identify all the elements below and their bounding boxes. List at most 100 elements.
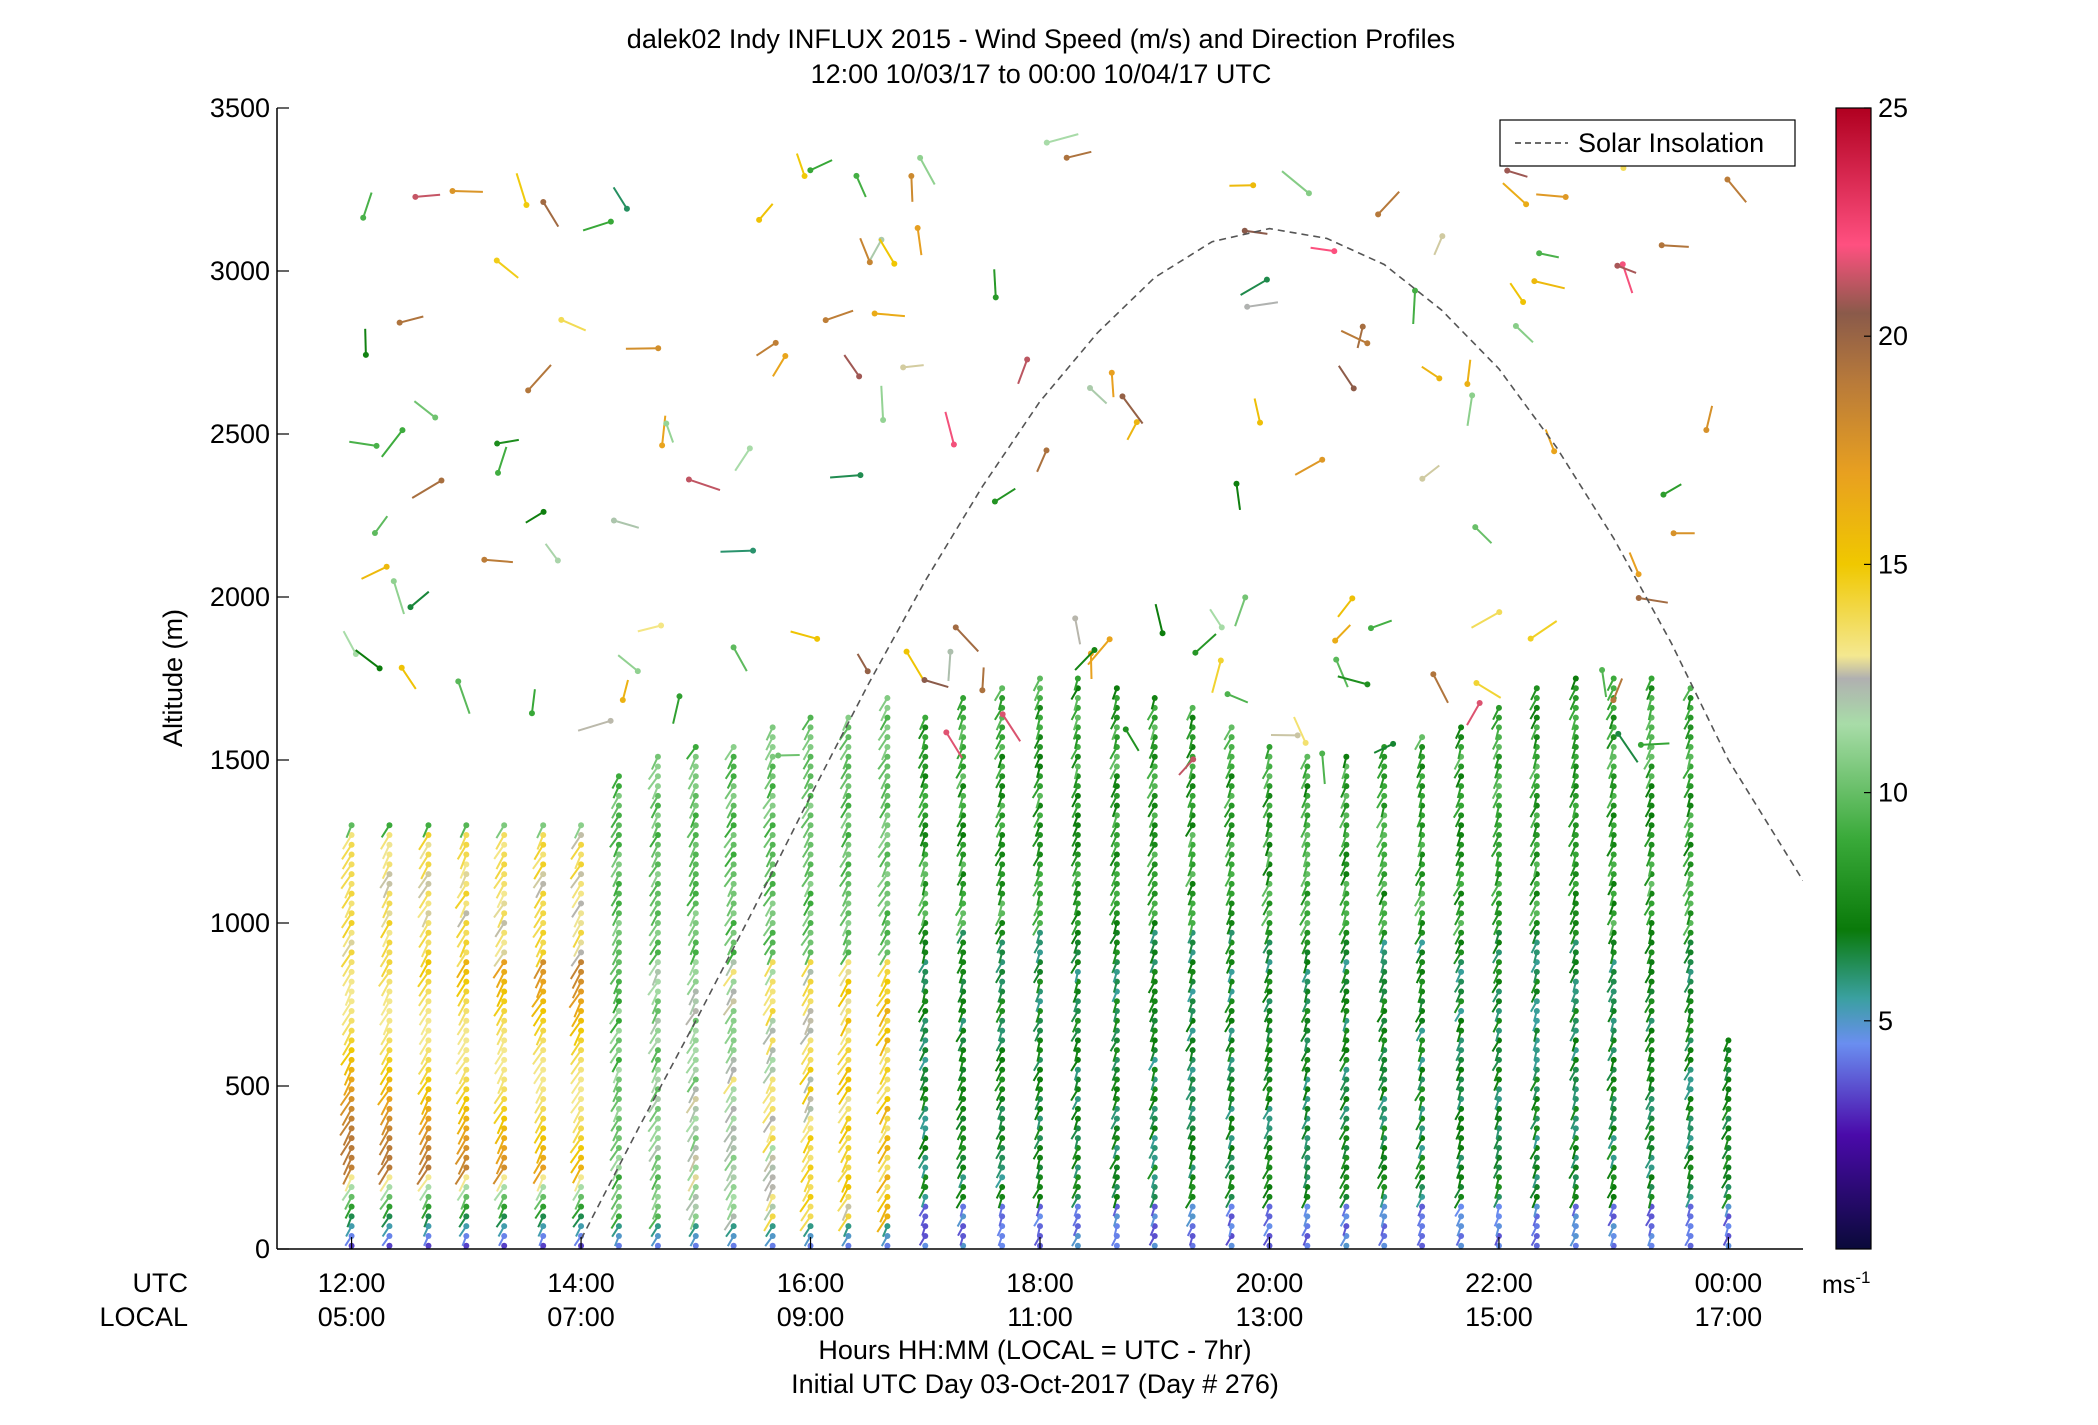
wind-point xyxy=(999,1076,1006,1083)
x-tick-label-utc: 12:00 xyxy=(318,1268,386,1298)
wind-point xyxy=(1533,1105,1540,1112)
wind-point xyxy=(386,1096,393,1103)
wind-point xyxy=(1458,841,1465,848)
wind-point xyxy=(501,1008,508,1015)
wind-point xyxy=(692,939,699,946)
wind-arrow xyxy=(880,385,885,420)
wind-arrow xyxy=(910,175,914,202)
wind-point xyxy=(1228,1135,1235,1142)
wind-point xyxy=(654,1115,661,1122)
wind-point xyxy=(807,1066,814,1073)
wind-point xyxy=(960,1105,967,1112)
wind-point xyxy=(999,724,1006,731)
wind-point xyxy=(1419,1242,1426,1249)
wind-point xyxy=(501,998,508,1005)
wind-arrow xyxy=(1178,758,1194,776)
wind-point xyxy=(1458,988,1465,995)
wind-point xyxy=(615,1213,622,1220)
wind-arrow xyxy=(542,201,560,228)
wind-point xyxy=(884,988,891,995)
wind-point xyxy=(692,753,699,760)
wind-point xyxy=(495,469,502,476)
wind-point xyxy=(1304,939,1311,946)
wind-point xyxy=(1648,1164,1655,1171)
wind-point xyxy=(730,998,737,1005)
wind-point xyxy=(1533,1223,1540,1230)
wind-point xyxy=(1610,1144,1617,1151)
wind-point xyxy=(1113,753,1120,760)
wind-arrow xyxy=(1281,170,1310,195)
wind-point xyxy=(1228,802,1235,809)
wind-point xyxy=(1381,792,1388,799)
wind-point xyxy=(807,1193,814,1200)
wind-point xyxy=(807,734,814,741)
wind-point xyxy=(1419,1232,1426,1239)
wind-point xyxy=(807,724,814,731)
wind-point xyxy=(1381,998,1388,1005)
wind-arrow xyxy=(947,651,952,682)
wind-arrow xyxy=(688,478,721,492)
wind-point xyxy=(501,1115,508,1122)
wind-point xyxy=(1151,812,1158,819)
wind-point xyxy=(845,998,852,1005)
wind-arrow xyxy=(1640,742,1670,746)
wind-point xyxy=(501,1125,508,1132)
wind-point xyxy=(1381,1213,1388,1220)
wind-point xyxy=(348,1144,355,1151)
wind-point xyxy=(615,1144,622,1151)
wind-point xyxy=(578,1135,585,1142)
wind-point xyxy=(1037,920,1043,926)
wind-point xyxy=(750,547,757,554)
wind-point xyxy=(540,1076,547,1083)
wind-point xyxy=(1495,763,1502,770)
wind-point xyxy=(692,880,699,887)
wind-point xyxy=(1495,1144,1502,1151)
wind-point xyxy=(615,783,622,790)
wind-point xyxy=(386,1047,393,1054)
wind-point xyxy=(463,998,470,1005)
wind-point xyxy=(1724,176,1731,183)
wind-point xyxy=(1495,1096,1502,1103)
wind-point xyxy=(578,1193,585,1200)
wind-point xyxy=(730,851,737,858)
wind-point xyxy=(1687,910,1694,917)
wind-point xyxy=(494,440,501,447)
wind-point xyxy=(578,1066,585,1073)
wind-point xyxy=(1458,978,1465,985)
wind-point xyxy=(1266,1105,1273,1112)
wind-point xyxy=(1151,1115,1158,1122)
wind-point xyxy=(463,1232,470,1239)
wind-point xyxy=(425,1115,432,1122)
wind-arrow xyxy=(1421,365,1440,380)
wind-point xyxy=(654,1232,661,1239)
wind-point xyxy=(1610,998,1617,1005)
wind-point xyxy=(1266,1086,1273,1093)
wind-arrow xyxy=(527,364,552,392)
wind-point xyxy=(540,861,547,868)
wind-point xyxy=(1074,890,1081,897)
wind-point xyxy=(1599,666,1606,673)
wind-point xyxy=(922,783,929,790)
wind-point xyxy=(1189,1066,1196,1073)
wind-point xyxy=(1113,959,1120,966)
wind-point xyxy=(1419,1027,1426,1034)
wind-arrow xyxy=(525,511,545,524)
wind-point xyxy=(1458,880,1465,887)
wind-point xyxy=(1074,998,1081,1005)
wind-point xyxy=(730,880,737,887)
wind-point xyxy=(960,959,967,966)
wind-point xyxy=(1074,831,1081,838)
wind-point xyxy=(960,1125,967,1132)
wind-point xyxy=(845,1203,852,1210)
wind-arrow xyxy=(378,1137,391,1156)
wind-point xyxy=(1458,831,1465,838)
wind-point xyxy=(1343,880,1350,887)
wind-point xyxy=(960,939,967,946)
wind-point xyxy=(425,998,432,1005)
wind-point xyxy=(1458,1203,1465,1210)
wind-point xyxy=(1419,1066,1426,1073)
wind-point xyxy=(425,1203,432,1210)
wind-arrow xyxy=(1530,620,1558,640)
wind-arrow xyxy=(612,186,628,210)
wind-point xyxy=(1113,939,1120,946)
